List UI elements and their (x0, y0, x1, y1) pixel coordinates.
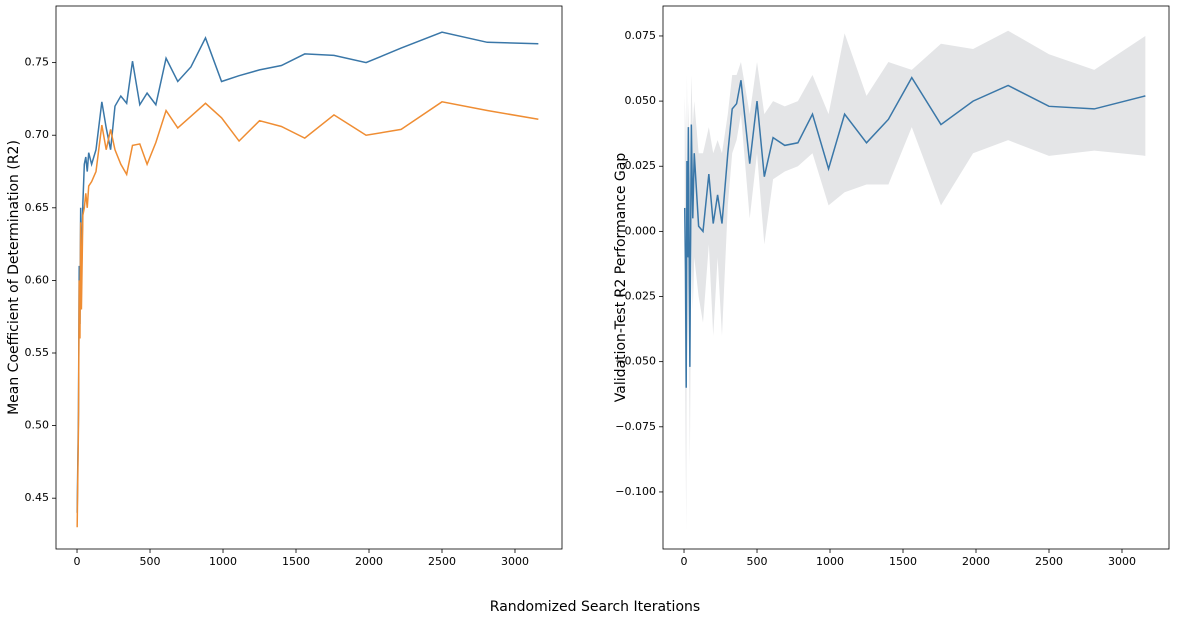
y-tick-label: 0.050 (625, 94, 657, 107)
y-tick-label: 0.000 (625, 224, 657, 237)
x-tick-label: 2500 (1035, 555, 1063, 568)
y-axis-label: Mean Coefficient of Determination (R2) (6, 140, 22, 415)
x-tick-label: 2000 (962, 555, 990, 568)
plot-frame (662, 5, 1170, 550)
plot-frame (55, 5, 563, 550)
y-tick-label: −0.025 (615, 290, 656, 303)
y-tick-label: 0.70 (25, 128, 50, 141)
y-tick-label: 0.025 (625, 159, 657, 172)
x-tick-label: 2500 (428, 555, 456, 568)
y-tick-label: 0.65 (25, 201, 50, 214)
x-tick-label: 1000 (816, 555, 844, 568)
line (76, 31, 539, 513)
x-tick-label: 1500 (889, 555, 917, 568)
y-tick-label: 0.55 (25, 346, 50, 359)
y-tick-label: 0.60 (25, 273, 50, 286)
x-axis-label: Randomized Search Iterations (490, 599, 700, 615)
y-tick-label: 0.45 (25, 491, 50, 504)
confidence-band (684, 30, 1146, 532)
line (684, 76, 1146, 388)
y-tick-label: 0.50 (25, 419, 50, 432)
y-tick-label: −0.100 (615, 485, 656, 498)
y-tick-label: −0.075 (615, 420, 656, 433)
y-tick-label: 0.075 (625, 29, 657, 42)
x-tick-label: 3000 (501, 555, 529, 568)
y-tick-label: −0.050 (615, 355, 656, 368)
y-tick-label: 0.75 (25, 56, 50, 69)
x-tick-label: 0 (74, 555, 81, 568)
x-tick-label: 3000 (1108, 555, 1136, 568)
x-tick-label: 1000 (209, 555, 237, 568)
x-tick-label: 2000 (355, 555, 383, 568)
x-tick-label: 0 (681, 555, 688, 568)
line (76, 101, 539, 528)
x-tick-label: 500 (140, 555, 161, 568)
y-axis-label: Validation-Test R2 Performance Gap (613, 153, 629, 403)
x-tick-label: 1500 (282, 555, 310, 568)
x-tick-label: 500 (747, 555, 768, 568)
